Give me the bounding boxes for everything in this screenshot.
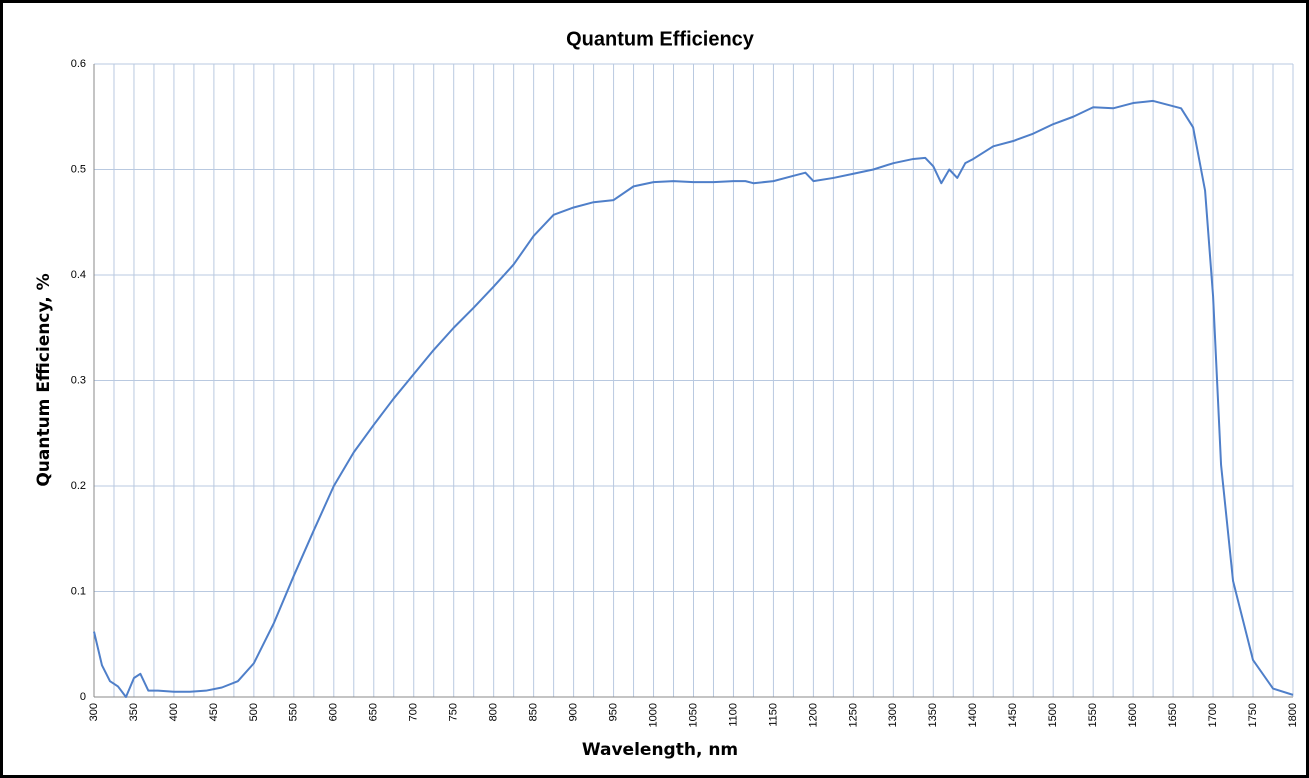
x-tick-label: 1750 bbox=[1247, 703, 1259, 727]
y-tick-label: 0.1 bbox=[71, 585, 86, 597]
x-tick-label: 1800 bbox=[1287, 703, 1299, 727]
x-tick-label: 1600 bbox=[1127, 703, 1139, 727]
x-tick-label: 1350 bbox=[927, 703, 939, 727]
x-tick-label: 550 bbox=[288, 703, 300, 721]
x-tick-label: 300 bbox=[88, 703, 100, 721]
y-tick-label: 0.4 bbox=[71, 269, 86, 281]
x-tick-label: 1150 bbox=[767, 703, 779, 727]
y-tick-label: 0.2 bbox=[71, 480, 86, 492]
x-tick-label: 600 bbox=[328, 703, 340, 721]
y-tick-label: 0.3 bbox=[71, 374, 86, 386]
x-tick-label: 1300 bbox=[887, 703, 899, 727]
data-line bbox=[93, 99, 1294, 698]
y-tick-label: 0 bbox=[80, 691, 86, 703]
x-tick-label: 950 bbox=[607, 703, 619, 721]
x-tick-label: 700 bbox=[408, 703, 420, 721]
x-axis-label: Wavelength, nm bbox=[582, 740, 738, 760]
x-tick-label: 1400 bbox=[967, 703, 979, 727]
x-tick-label: 850 bbox=[528, 703, 540, 721]
x-tick-label: 650 bbox=[368, 703, 380, 721]
x-tick-label: 1250 bbox=[847, 703, 859, 727]
x-tick-label: 1700 bbox=[1207, 703, 1219, 727]
x-tick-label: 750 bbox=[448, 703, 460, 721]
y-tick-label: 0.6 bbox=[71, 58, 86, 70]
x-tick-label: 500 bbox=[248, 703, 260, 721]
x-tick-label: 1000 bbox=[647, 703, 659, 727]
y-tick-label: 0.5 bbox=[71, 163, 86, 175]
x-tick-label: 350 bbox=[128, 703, 140, 721]
x-tick-label: 1100 bbox=[727, 703, 739, 727]
x-tick-label: 1650 bbox=[1167, 703, 1179, 727]
chart-title: Quantum Efficiency bbox=[566, 28, 755, 50]
x-tick-label: 400 bbox=[168, 703, 180, 721]
x-tick-label: 1200 bbox=[807, 703, 819, 727]
x-tick-label: 800 bbox=[488, 703, 500, 721]
y-axis-label: Quantum Efficiency, % bbox=[34, 273, 54, 486]
x-tick-label: 450 bbox=[208, 703, 220, 721]
x-tick-label: 1550 bbox=[1087, 703, 1099, 727]
x-tick-label: 1500 bbox=[1047, 703, 1059, 727]
x-tick-label: 900 bbox=[568, 703, 580, 721]
x-tick-label: 1450 bbox=[1007, 703, 1019, 727]
x-tick-label: 1050 bbox=[687, 703, 699, 727]
